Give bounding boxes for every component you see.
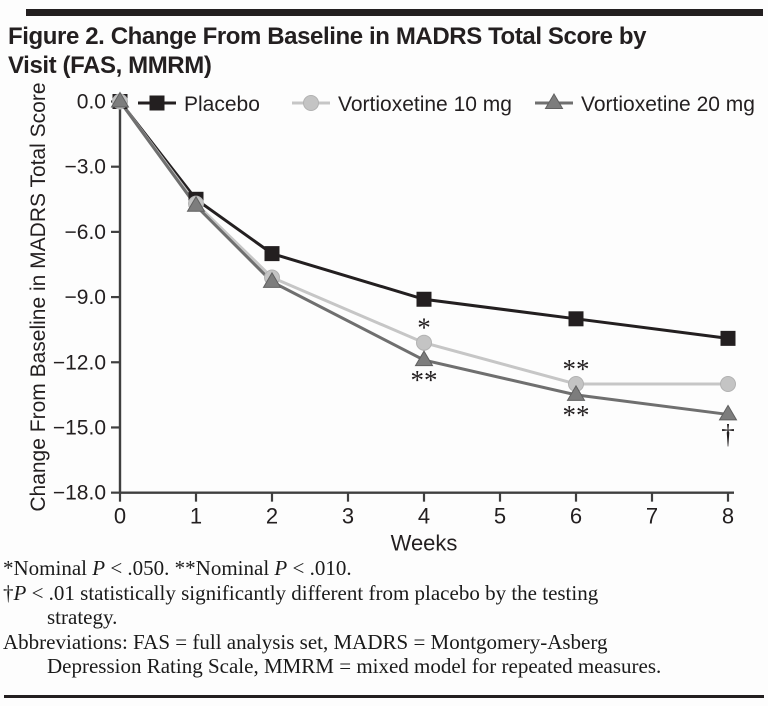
top-divider-bar: [26, 9, 763, 16]
y-tick-label: −6.0: [65, 221, 106, 244]
footnote-dagger-line2: strategy.: [47, 605, 118, 629]
y-tick-label: −18.0: [53, 482, 106, 505]
series-markers-2: [112, 93, 736, 393]
series-markers-1: [112, 94, 736, 346]
x-tick-label: 8: [722, 504, 734, 529]
square-data-point: [568, 311, 584, 327]
footnotes: *Nominal P < .050. **Nominal P < .010. †…: [3, 556, 765, 679]
series-line-3: [118, 100, 729, 416]
square-data-point: [264, 246, 280, 262]
series-markers-3: [110, 91, 738, 421]
series-line-1: [118, 100, 729, 340]
footnote-significance: *Nominal P < .050. **Nominal P < .010.: [3, 556, 352, 580]
triangle-data-point: [186, 195, 206, 212]
x-tick-label: 5: [494, 504, 506, 529]
bottom-divider-rule: [4, 695, 764, 698]
square-legend-icon: [149, 95, 165, 111]
y-tick-label: −12.0: [53, 351, 106, 374]
significance-marker: **: [563, 400, 590, 430]
triangle-data-point: [414, 350, 434, 367]
legend-item-circle: Vortioxetine 10 mg: [292, 93, 512, 116]
x-axis-label: Weeks: [391, 531, 458, 556]
triangle-data-point: [718, 404, 738, 421]
x-tick-label: 4: [418, 504, 430, 529]
footnote-abbreviations-line1: Abbreviations: FAS = full analysis set, …: [3, 629, 608, 654]
circle-legend-icon: [303, 95, 319, 111]
legend-label: Placebo: [184, 93, 260, 116]
significance-marker: †: [721, 419, 735, 449]
x-tick-label: 7: [646, 504, 658, 529]
x-tick-label: 3: [342, 504, 354, 529]
legend-label: Vortioxetine 20 mg: [581, 93, 755, 116]
triangle-data-point: [566, 384, 586, 401]
x-tick-label: 1: [190, 504, 202, 529]
legend-item-triangle: Vortioxetine 20 mg: [535, 93, 755, 116]
footnote-abbreviations-line2: Depression Rating Scale, MMRM = mixed mo…: [47, 654, 662, 678]
triangle-data-point: [110, 91, 130, 108]
madrs-line-chart: 0.0 −3.0 −6.0 −9.0 −12.0 −15.0 −18.0 0 1 2 3 4 5 6 7 8 W…: [27, 83, 755, 556]
y-tick-label: −9.0: [65, 286, 106, 309]
figure-title: Figure 2. Change From Baseline in MADRS …: [8, 22, 760, 80]
square-data-point: [720, 330, 736, 346]
chart-area: 0.0 −3.0 −6.0 −9.0 −12.0 −15.0 −18.0 0 1 2 3 4 5 6 7 8 W…: [0, 80, 768, 558]
x-tick-label: 0: [114, 504, 126, 529]
triangle-data-point: [262, 271, 282, 288]
legend-label: Vortioxetine 10 mg: [338, 93, 512, 116]
footnote-dagger-line1: †P < .01 statistically significantly dif…: [3, 580, 599, 605]
y-tick-label: 0.0: [77, 91, 106, 114]
x-tick-label: 6: [570, 504, 582, 529]
y-axis-label: Change From Baseline in MADRS Total Scor…: [27, 83, 50, 512]
y-tick-label: −3.0: [65, 156, 106, 179]
significance-marker: *: [417, 313, 431, 343]
triangle-legend-icon: [544, 93, 564, 109]
figure-title-line2: Visit (FAS, MMRM): [8, 52, 212, 79]
square-data-point: [416, 291, 432, 307]
legend-item-square: Placebo: [138, 93, 260, 116]
significance-marker: **: [411, 365, 438, 395]
x-tick-label: 2: [266, 504, 278, 529]
significance-marker: **: [563, 354, 590, 384]
y-tick-label: −15.0: [53, 416, 106, 439]
circle-data-point: [720, 376, 736, 393]
figure-title-line1: Figure 2. Change From Baseline in MADRS …: [8, 23, 647, 50]
